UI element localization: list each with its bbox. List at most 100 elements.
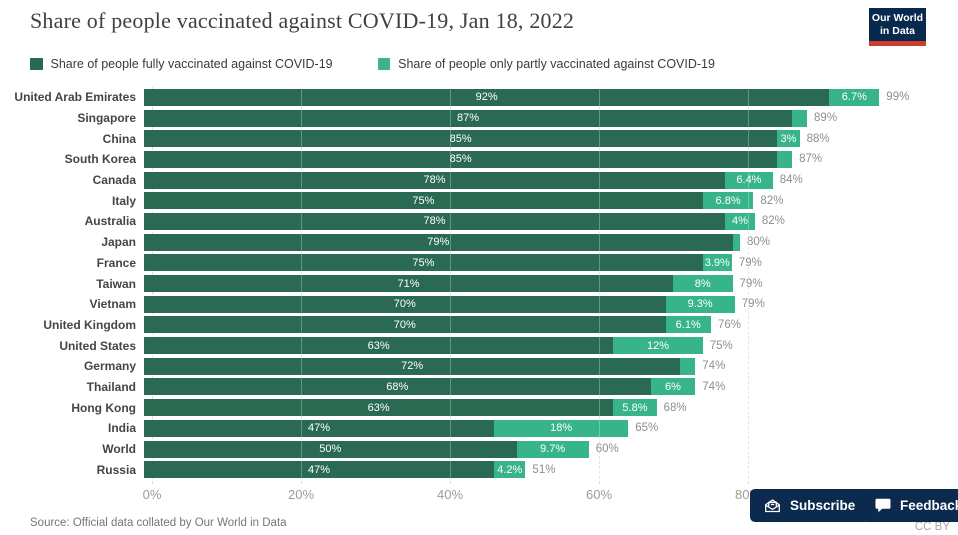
chart-row: Japan 79% 80% [0,232,958,253]
segment-value-label: 63% [367,401,390,414]
fully-vaccinated-segment[interactable]: 47% [144,461,495,479]
chart-row: Taiwan 71% 8% 79% [0,273,958,294]
chart-row: Germany 72% 74% [0,356,958,377]
fully-vaccinated-segment[interactable]: 50% [144,440,517,458]
owid-logo[interactable]: Our World in Data [869,8,926,46]
country-label: Hong Kong [71,400,136,415]
partly-vaccinated-segment[interactable]: 3.9% [702,254,732,272]
partly-vaccinated-segment[interactable]: 6.4% [725,171,773,189]
segment-value-label: 4% [732,215,748,228]
segment-value-label: 63% [367,339,390,352]
chart-legend: Share of people fully vaccinated against… [30,57,715,71]
partly-vaccinated-segment[interactable]: 6.7% [829,88,880,106]
fully-vaccinated-segment[interactable]: 75% [144,192,703,210]
fully-vaccinated-segment[interactable]: 71% [144,275,673,293]
license-note: CC BY [914,521,950,533]
partly-vaccinated-segment[interactable]: 4.2% [494,461,526,479]
bar-stack: 75% 6.8% 82% [144,192,889,210]
fully-vaccinated-segment[interactable]: 92% [144,88,830,106]
segment-value-label: 4.2% [497,463,523,476]
chart-row: India 47% 18% 65% [0,418,958,439]
segment-value-label: 85% [449,132,472,145]
country-label: Canada [92,173,136,188]
total-label: 76% [717,318,741,331]
bar-stack: 85% 3% 88% [144,130,889,148]
segment-value-label: 71% [397,277,420,290]
chart-row: Singapore 87% 89% [0,108,958,129]
segment-value-label: 6.8% [715,194,741,207]
legend-item-fully-vaccinated: Share of people fully vaccinated against… [30,57,333,71]
fully-vaccinated-segment[interactable]: 75% [144,254,703,272]
partly-vaccinated-segment[interactable]: 8% [672,275,733,293]
partly-vaccinated-segment[interactable] [792,109,808,127]
fully-vaccinated-segment[interactable]: 72% [144,357,681,375]
bar-stack: 79% 80% [144,233,889,251]
chart-row: United Arab Emirates 92% 6.7% 99% [0,87,958,108]
chart-row: Italy 75% 6.8% 82% [0,190,958,211]
partly-vaccinated-segment[interactable] [732,233,740,251]
total-label: 74% [702,380,726,393]
country-label: China [102,131,136,146]
country-label: Australia [84,214,136,229]
segment-value-label: 5.8% [622,401,648,414]
fully-vaccinated-segment[interactable]: 68% [144,378,651,396]
bar-stack: 85% 87% [144,150,889,168]
fully-vaccinated-segment[interactable]: 63% [144,399,614,417]
chart-row: Australia 78% 4% 82% [0,211,958,232]
fully-vaccinated-segment[interactable]: 85% [144,150,778,168]
fully-vaccinated-segment[interactable]: 70% [144,295,666,313]
segment-value-label: 85% [449,153,472,166]
feedback-button[interactable]: Feedback [861,489,958,522]
total-label: 87% [799,153,823,166]
bar-stack: 63% 12% 75% [144,337,889,355]
source-note: Source: Official data collated by Our Wo… [30,517,287,529]
partly-vaccinated-segment[interactable]: 12% [613,337,703,355]
owid-logo-line1: Our World [871,12,924,24]
total-label: 80% [746,236,771,249]
chart-row: Vietnam 70% 9.3% 79% [0,294,958,315]
fully-vaccinated-segment[interactable]: 87% [144,109,793,127]
total-label: 99% [886,91,910,104]
bar-stack: 87% 89% [144,109,889,127]
chart-row: World 50% 9.7% 60% [0,439,958,460]
partly-vaccinated-segment[interactable]: 4% [725,212,755,230]
partly-vaccinated-segment[interactable]: 3% [777,130,800,148]
segment-value-label: 9.7% [540,443,566,456]
segment-value-label: 3.9% [704,256,730,269]
stacked-bar-chart: United Arab Emirates 92% 6.7% 99% Singap… [0,87,958,484]
total-label: 82% [760,194,784,207]
chart-row: Canada 78% 6.4% 84% [0,170,958,191]
fully-vaccinated-segment[interactable]: 85% [144,130,778,148]
partly-vaccinated-segment[interactable] [680,357,696,375]
partly-vaccinated-segment[interactable]: 9.7% [516,440,589,458]
axis-tick-label: 20% [287,487,315,502]
fully-vaccinated-segment[interactable]: 78% [144,212,726,230]
axis-tick-label: 40% [436,487,464,502]
partly-vaccinated-segment[interactable]: 5.8% [613,399,657,417]
total-label: 74% [702,360,726,373]
chart-row: Russia 47% 4.2% 51% [0,459,958,480]
country-label: United States [59,338,136,353]
total-label: 84% [779,174,803,187]
total-label: 82% [761,215,785,228]
fully-vaccinated-segment[interactable]: 70% [144,316,666,334]
fully-vaccinated-swatch-icon [30,57,43,71]
fully-vaccinated-segment[interactable]: 78% [144,171,726,189]
fully-vaccinated-segment[interactable]: 47% [144,419,495,437]
fully-vaccinated-segment[interactable]: 63% [144,337,614,355]
legend-label: Share of people only partly vaccinated a… [398,57,715,71]
partly-vaccinated-segment[interactable]: 9.3% [665,295,735,313]
bar-stack: 50% 9.7% 60% [144,440,889,458]
segment-value-label: 75% [412,256,435,269]
fully-vaccinated-segment[interactable]: 79% [144,233,733,251]
partly-vaccinated-segment[interactable]: 6% [650,378,696,396]
partly-vaccinated-segment[interactable]: 6.1% [665,316,711,334]
chart-row: United Kingdom 70% 6.1% 76% [0,315,958,336]
segment-value-label: 18% [550,422,573,435]
partly-vaccinated-segment[interactable]: 18% [494,419,629,437]
subscribe-button[interactable]: Subscribe [750,489,870,522]
partly-vaccinated-segment[interactable] [777,150,793,168]
partly-vaccinated-segment[interactable]: 6.8% [702,192,754,210]
segment-value-label: 68% [386,380,409,393]
